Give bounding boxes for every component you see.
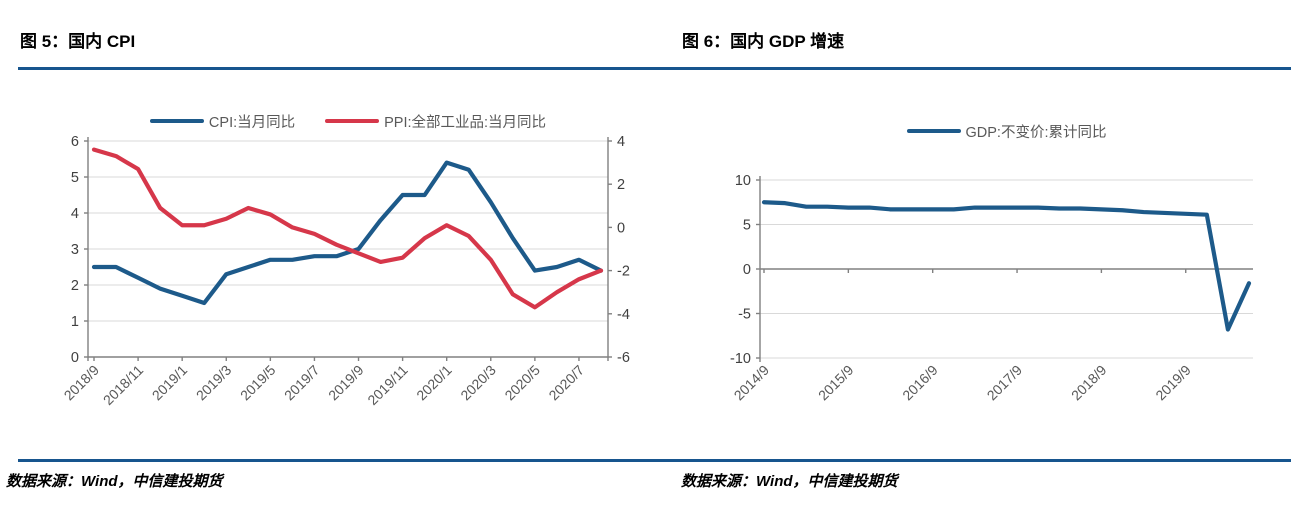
x-axis-label: 2019/7 — [281, 362, 323, 404]
source-note-right: 数据来源：Wind，中信建投期货 — [681, 473, 898, 490]
x-axis-label: 2014/9 — [731, 362, 773, 404]
y-axis-label-right: -2 — [617, 264, 630, 280]
gdp-series-swatch — [906, 128, 961, 134]
y-axis-label-left: 5 — [71, 170, 79, 186]
y-axis-label-right: 0 — [617, 220, 625, 236]
y-axis-label-left: 6 — [71, 134, 79, 150]
x-axis-label: 2018/11 — [100, 362, 147, 409]
x-axis-label: 2020/5 — [501, 362, 543, 404]
x-axis-label: 2019/11 — [364, 362, 411, 409]
x-axis-label: 2020/3 — [457, 362, 499, 404]
x-axis-label: 2018/9 — [61, 362, 103, 404]
y-axis-label-right: -6 — [617, 350, 630, 366]
legend-item-cpi: CPI:当月同比 — [149, 111, 296, 132]
x-axis-label: 2019/3 — [193, 362, 235, 404]
legend-item-gdp: GDP:不变价:累计同比 — [906, 121, 1107, 142]
series-line-1 — [91, 147, 604, 310]
x-axis-label: 2019/9 — [1152, 362, 1194, 404]
y-axis-label-left: 4 — [71, 206, 79, 222]
gdp-chart-legend: GDP:不变价:累计同比 — [760, 121, 1253, 141]
top-divider-rule — [18, 67, 1291, 70]
source-note-left: 数据来源：Wind，中信建投期货 — [6, 473, 223, 490]
cpi-series-swatch — [149, 118, 204, 124]
x-axis-label: 2019/5 — [237, 362, 279, 404]
gdp-line-chart: -10 -5 0 5 10 2014/9 2015/9 2016/9 2017/9 2018/9 2… — [730, 173, 1253, 404]
legend-item-ppi: PPI:全部工业品:当月同比 — [325, 111, 546, 132]
y-axis-label-left: 0 — [71, 350, 79, 366]
gdp-series-label: GDP:不变价:累计同比 — [965, 124, 1107, 141]
x-axis-label: 2019/1 — [149, 362, 191, 404]
y-axis-label-right: 2 — [617, 177, 625, 193]
cpi-series-label: CPI:当月同比 — [208, 114, 296, 131]
ppi-series-label: PPI:全部工业品:当月同比 — [384, 114, 547, 131]
series-line-0 — [761, 200, 1252, 332]
ppi-series-swatch — [325, 118, 380, 124]
x-axis-label: 2020/7 — [545, 362, 587, 404]
figure6-title: 图 6：国内 GDP 增速 — [682, 32, 845, 51]
x-axis-label: 2020/1 — [413, 362, 455, 404]
y-axis-label-left: 3 — [71, 242, 79, 258]
y-axis-label-right: -4 — [617, 307, 630, 323]
x-axis-label: 2015/9 — [815, 362, 857, 404]
y-axis-label-left: 1 — [71, 314, 79, 330]
series-line-0 — [91, 160, 604, 306]
y-axis-label-left: 0 — [743, 262, 751, 278]
y-axis-label-left: 10 — [735, 173, 751, 189]
y-axis-label-left: 2 — [71, 278, 79, 294]
y-axis-label-left: -5 — [738, 307, 751, 323]
y-axis-label-left: 5 — [743, 218, 751, 234]
figure5-title: 图 5：国内 CPI — [20, 32, 136, 51]
cpi-ppi-chart-legend: CPI:当月同比 PPI:全部工业品:当月同比 — [88, 111, 608, 131]
y-axis-label-right: 4 — [617, 134, 625, 150]
x-axis-label: 2017/9 — [984, 362, 1026, 404]
x-axis-label: 2019/9 — [325, 362, 367, 404]
bottom-divider-rule — [18, 459, 1291, 462]
x-axis-label: 2018/9 — [1068, 362, 1110, 404]
x-axis-label: 2016/9 — [899, 362, 941, 404]
y-axis-label-left: -10 — [730, 351, 751, 367]
